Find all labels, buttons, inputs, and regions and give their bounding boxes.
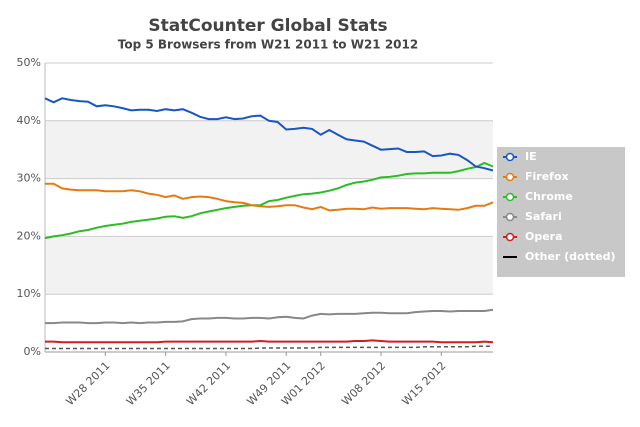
y-tick-label: 30% bbox=[17, 172, 41, 185]
y-tick-label: 10% bbox=[17, 287, 41, 300]
legend-marker bbox=[505, 212, 515, 222]
x-tick-label: W08 2012 bbox=[339, 359, 388, 408]
y-tick-label: 20% bbox=[17, 229, 41, 242]
legend-label: IE bbox=[525, 150, 537, 163]
x-tick-label: W42 2011 bbox=[184, 359, 233, 408]
series-line bbox=[45, 345, 493, 350]
series-line bbox=[45, 308, 494, 325]
legend-label: Chrome bbox=[525, 190, 573, 203]
series-line bbox=[44, 97, 494, 172]
y-tick-label: 40% bbox=[17, 114, 41, 127]
y-tick-label: 0% bbox=[24, 345, 41, 358]
series-line bbox=[45, 339, 494, 344]
legend-label: Safari bbox=[525, 210, 562, 223]
chart-title: StatCounter Global Stats bbox=[148, 16, 387, 36]
legend-label: Other (dotted) bbox=[525, 250, 616, 263]
legend-marker bbox=[505, 192, 515, 202]
plot-band bbox=[45, 120, 493, 179]
y-tick-label: 50% bbox=[17, 56, 41, 69]
legend-box bbox=[497, 147, 625, 277]
series-line bbox=[45, 182, 494, 212]
x-tick-label: W15 2012 bbox=[399, 359, 448, 408]
legend-marker bbox=[505, 172, 515, 182]
legend-marker bbox=[505, 232, 515, 242]
x-tick-label: W35 2011 bbox=[124, 359, 173, 408]
chart-subtitle: Top 5 Browsers from W21 2011 to W21 2012 bbox=[118, 38, 418, 52]
series-line bbox=[44, 161, 494, 240]
x-tick-label: W28 2011 bbox=[63, 359, 112, 408]
legend-label: Firefox bbox=[525, 170, 569, 183]
plot-band bbox=[45, 236, 493, 295]
legend-marker bbox=[505, 152, 515, 162]
legend-label: Opera bbox=[525, 230, 563, 243]
